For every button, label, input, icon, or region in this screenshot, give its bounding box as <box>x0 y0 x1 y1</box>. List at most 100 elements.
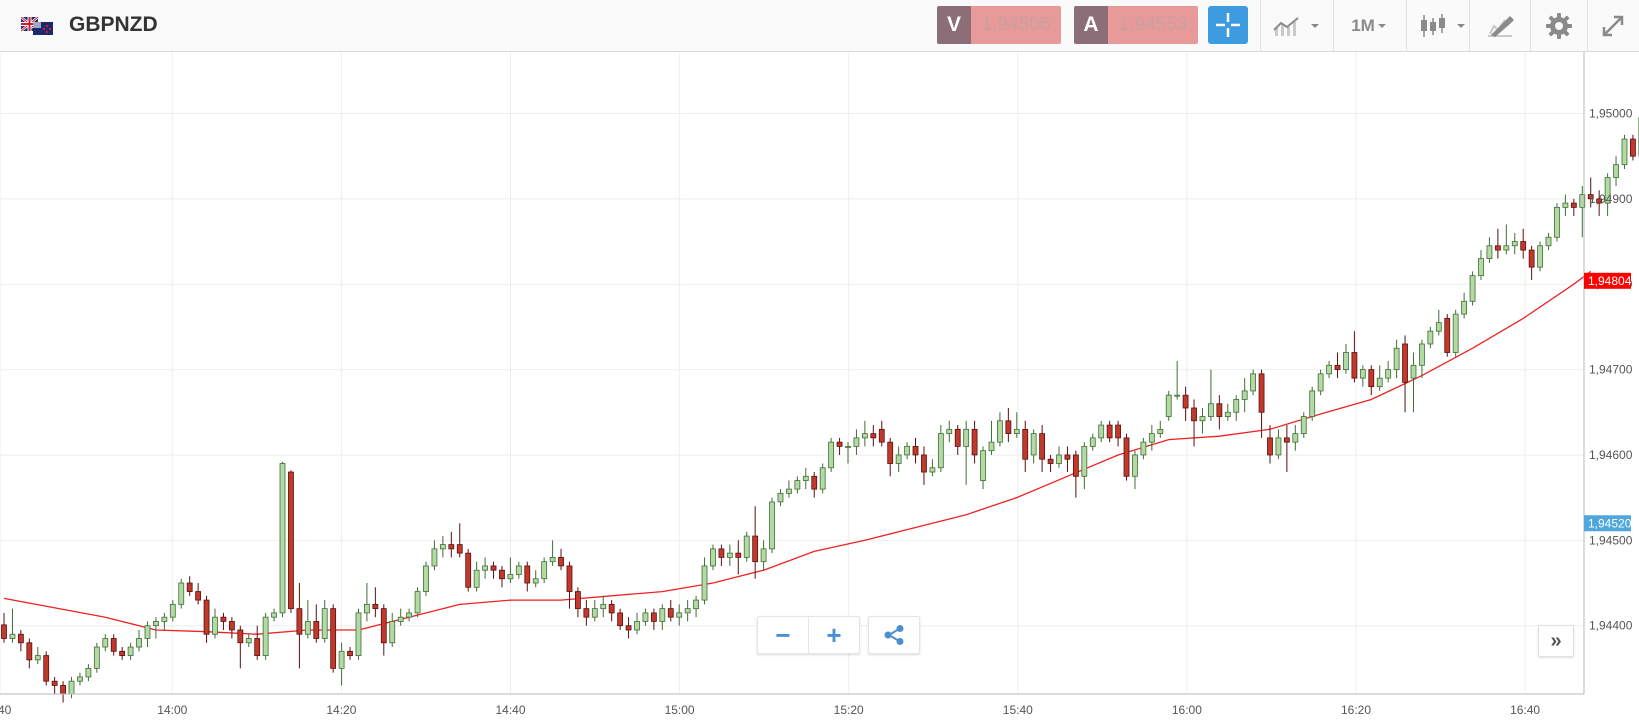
candle-body <box>296 608 303 635</box>
bullish-candle <box>431 540 438 571</box>
candle-body <box>1393 347 1400 370</box>
bullish-candle <box>1317 369 1324 396</box>
candle-body <box>760 548 767 563</box>
candle-body <box>1132 454 1138 477</box>
candle-body <box>406 612 413 618</box>
timeframe-button[interactable]: 1M <box>1336 6 1404 46</box>
bullish-candle <box>710 544 716 571</box>
candle-body <box>515 565 522 575</box>
bullish-candle <box>777 489 784 507</box>
bullish-candle <box>1562 194 1569 216</box>
candle-body <box>1224 411 1231 417</box>
bid-quote-button[interactable]: V 1,94506 <box>937 6 1061 44</box>
candle-body <box>338 650 345 669</box>
instrument-symbol: GBPNZD <box>69 13 158 36</box>
share-button[interactable] <box>868 616 920 654</box>
bearish-candle <box>220 612 227 630</box>
bearish-candle <box>60 681 66 703</box>
bullish-candle <box>414 587 421 618</box>
candle-body <box>676 612 683 618</box>
candle-body <box>794 480 801 490</box>
candle-body <box>1402 343 1408 383</box>
bullish-candle <box>1157 420 1164 438</box>
candle-body <box>1241 390 1248 400</box>
bullish-candle <box>355 608 362 660</box>
candle-body <box>1427 330 1434 345</box>
crosshair-button[interactable] <box>1208 6 1248 44</box>
bullish-candle <box>1343 343 1349 374</box>
bearish-candle <box>1115 420 1121 447</box>
bearish-candle <box>887 437 894 477</box>
bearish-candle <box>228 617 235 639</box>
last-price-label-bg <box>1584 272 1631 289</box>
candle-body <box>811 475 818 490</box>
bullish-candle <box>304 600 311 639</box>
candle-body <box>1148 433 1155 443</box>
candle-body <box>861 433 868 439</box>
candle-body <box>997 420 1003 443</box>
candle-body <box>1579 194 1586 208</box>
drawing-tools-button[interactable] <box>1472 6 1528 46</box>
bearish-candle <box>583 600 590 626</box>
y-tick-label: 1,94500 <box>1589 533 1633 547</box>
settings-button[interactable] <box>1533 6 1585 46</box>
candle-body <box>1435 322 1442 332</box>
toolbar-divider <box>1260 0 1261 52</box>
bearish-candle <box>667 600 674 622</box>
ask-quote-button[interactable]: A 1,94553 <box>1074 6 1198 44</box>
candle-body <box>684 608 691 614</box>
candle-body <box>330 608 337 669</box>
fullscreen-icon <box>1602 15 1624 37</box>
crosshair-price-label-bg <box>1584 515 1631 532</box>
bullish-candle <box>161 612 168 630</box>
bearish-candle <box>313 604 320 643</box>
candle-body <box>245 638 252 644</box>
bullish-candle <box>937 425 944 473</box>
candle-body <box>591 608 598 618</box>
bullish-candle <box>1148 425 1155 451</box>
candle-style-button[interactable] <box>1409 6 1479 46</box>
scroll-to-latest-button[interactable]: » <box>1538 625 1574 657</box>
bullish-candle <box>1410 352 1417 413</box>
candle-body <box>1283 437 1290 443</box>
candle-body <box>921 454 927 473</box>
bullish-candle <box>1385 361 1392 383</box>
zoom-out-button[interactable]: − <box>758 617 809 653</box>
zoom-in-button[interactable]: + <box>826 619 842 650</box>
candle-body <box>288 471 294 610</box>
candle-body <box>1258 373 1265 413</box>
candle-body <box>650 612 657 622</box>
candle-body <box>1292 433 1299 443</box>
bearish-candle <box>1005 408 1012 443</box>
chart-type-button[interactable] <box>1263 6 1331 46</box>
bearish-candle <box>195 583 202 605</box>
candle-body <box>153 621 159 627</box>
bearish-candle <box>380 604 387 656</box>
candle-body <box>1300 416 1307 435</box>
fullscreen-button[interactable] <box>1590 6 1636 46</box>
bearish-candle <box>1351 331 1358 383</box>
bullish-candle <box>600 595 607 618</box>
bearish-candle <box>1444 314 1451 357</box>
candle-body <box>870 433 877 439</box>
candle-body <box>1039 433 1046 460</box>
bearish-candle <box>735 540 742 575</box>
candle-body <box>583 608 590 618</box>
bullish-candle <box>1376 365 1383 391</box>
crosshair-icon <box>1216 13 1240 37</box>
bullish-candle <box>769 497 775 554</box>
candle-body <box>1478 258 1484 277</box>
bearish-candle <box>1283 425 1290 473</box>
bearish-candle <box>912 437 919 464</box>
candle-body <box>364 603 370 614</box>
bearish-candle <box>448 531 455 558</box>
candle-body <box>1486 245 1493 260</box>
candle-body <box>414 591 421 614</box>
bullish-candle <box>997 412 1003 447</box>
candle-body <box>1208 403 1214 417</box>
toolbar-divider <box>1406 0 1407 52</box>
bearish-candle <box>524 561 531 592</box>
candlestick-chart[interactable]: 1,944001,945001,946001,947001,948001,949… <box>0 52 1639 727</box>
candle-body <box>1537 245 1543 268</box>
candle-body <box>220 616 227 622</box>
